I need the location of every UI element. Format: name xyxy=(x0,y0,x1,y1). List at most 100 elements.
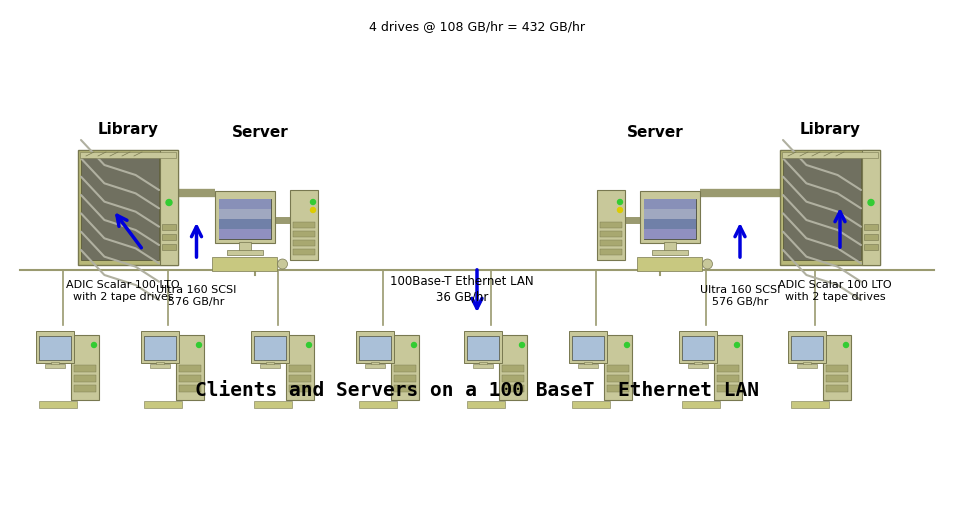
Bar xyxy=(213,257,277,271)
Bar xyxy=(637,257,701,271)
Bar xyxy=(796,363,816,367)
Bar xyxy=(467,335,498,360)
Bar xyxy=(253,401,292,408)
Bar xyxy=(681,401,720,408)
Bar xyxy=(365,363,385,367)
Bar xyxy=(36,331,74,363)
Bar xyxy=(80,152,175,158)
Bar xyxy=(175,335,204,400)
Bar xyxy=(293,222,314,228)
Circle shape xyxy=(842,343,847,347)
Circle shape xyxy=(310,200,315,204)
Text: Server: Server xyxy=(232,125,288,140)
Bar xyxy=(293,249,314,255)
Bar xyxy=(290,190,317,260)
Bar xyxy=(781,152,877,158)
Bar xyxy=(643,229,696,239)
Bar xyxy=(78,150,178,265)
Bar xyxy=(179,375,201,382)
Bar xyxy=(74,365,96,372)
Bar xyxy=(568,331,606,363)
Bar xyxy=(463,331,501,363)
Bar xyxy=(679,331,717,363)
Bar xyxy=(572,401,609,408)
Bar xyxy=(74,375,96,382)
Bar xyxy=(355,331,394,363)
Bar xyxy=(286,335,314,400)
Bar xyxy=(802,362,810,364)
Text: 100Base-T Ethernet LAN
36 GB/hr: 100Base-T Ethernet LAN 36 GB/hr xyxy=(390,275,534,303)
Bar xyxy=(651,250,687,255)
Bar xyxy=(214,191,274,243)
Bar xyxy=(219,199,271,239)
Bar xyxy=(717,365,739,372)
Circle shape xyxy=(624,343,629,347)
Bar xyxy=(862,150,879,265)
Circle shape xyxy=(411,343,416,347)
Bar xyxy=(289,375,311,382)
Bar xyxy=(39,401,77,408)
Bar xyxy=(717,375,739,382)
Bar xyxy=(150,363,170,367)
Bar xyxy=(603,335,631,400)
Bar xyxy=(693,362,701,364)
Bar xyxy=(597,190,624,260)
Circle shape xyxy=(310,208,315,212)
Circle shape xyxy=(867,200,873,205)
Bar xyxy=(713,335,741,400)
Bar xyxy=(293,240,314,246)
Bar xyxy=(162,224,175,230)
Bar xyxy=(45,363,65,367)
Circle shape xyxy=(519,343,524,347)
Bar xyxy=(643,219,696,229)
Bar xyxy=(863,234,877,240)
Bar xyxy=(179,385,201,392)
Bar xyxy=(599,231,621,237)
Bar xyxy=(160,150,178,265)
Bar xyxy=(289,365,311,372)
Bar xyxy=(787,331,825,363)
Circle shape xyxy=(306,343,312,347)
Bar xyxy=(81,155,159,260)
Bar xyxy=(394,375,416,382)
Bar xyxy=(253,335,286,360)
Text: Clients and Servers on a 100 BaseT  Ethernet LAN: Clients and Servers on a 100 BaseT Ether… xyxy=(194,381,759,400)
Bar xyxy=(663,242,676,251)
Text: Ultra 160 SCSI
576 GB/hr: Ultra 160 SCSI 576 GB/hr xyxy=(700,285,780,307)
Bar xyxy=(825,385,847,392)
Bar xyxy=(39,335,71,360)
Bar xyxy=(501,365,523,372)
Bar xyxy=(289,385,311,392)
Bar xyxy=(790,401,828,408)
Bar xyxy=(863,244,877,250)
Bar xyxy=(643,199,696,239)
Circle shape xyxy=(277,259,287,269)
Bar xyxy=(162,234,175,240)
Bar xyxy=(578,363,598,367)
Bar xyxy=(156,362,164,364)
Bar xyxy=(606,365,628,372)
Bar xyxy=(391,335,418,400)
Bar xyxy=(599,240,621,246)
Bar xyxy=(473,363,493,367)
Bar xyxy=(219,209,271,219)
Bar xyxy=(141,331,179,363)
Bar xyxy=(822,335,850,400)
Text: Ultra 160 SCSI
576 GB/hr: Ultra 160 SCSI 576 GB/hr xyxy=(156,285,236,307)
Bar xyxy=(358,335,391,360)
Bar xyxy=(467,401,504,408)
Bar xyxy=(293,231,314,237)
Bar xyxy=(260,363,280,367)
Bar xyxy=(643,209,696,219)
Bar xyxy=(74,385,96,392)
Bar xyxy=(501,375,523,382)
Bar xyxy=(394,385,416,392)
Bar xyxy=(501,385,523,392)
Bar xyxy=(606,375,628,382)
Bar xyxy=(825,365,847,372)
Bar xyxy=(498,335,526,400)
Bar xyxy=(687,363,707,367)
Bar xyxy=(863,224,877,230)
Bar xyxy=(179,365,201,372)
Bar xyxy=(219,229,271,239)
